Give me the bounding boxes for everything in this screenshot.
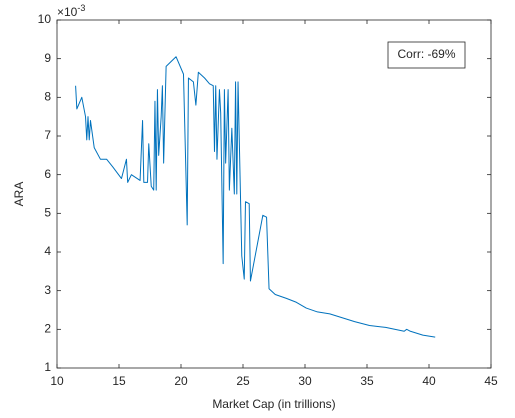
y-tick-label: 3 xyxy=(44,283,51,297)
plot-frame xyxy=(56,19,492,369)
x-tick-label: 30 xyxy=(298,374,312,388)
x-axis-label: Market Cap (in trillions) xyxy=(212,397,335,411)
x-tick-label: 40 xyxy=(422,374,436,388)
x-tick-label: 10 xyxy=(50,374,64,388)
annotation-box xyxy=(387,41,466,69)
y-tick-label: 7 xyxy=(44,128,51,142)
y-tick-label: 5 xyxy=(44,206,51,220)
y-multiplier-exponent: -3 xyxy=(77,3,85,13)
x-tick-label: 35 xyxy=(360,374,374,388)
y-tick-label: 10 xyxy=(38,12,52,26)
x-tick-label: 15 xyxy=(112,374,126,388)
y-multiplier: ×10-3 xyxy=(57,3,85,19)
y-tick-label: 2 xyxy=(44,322,51,336)
data-line xyxy=(75,56,436,338)
y-tick-label: 9 xyxy=(44,51,51,65)
y-tick-label: 1 xyxy=(44,360,51,374)
x-tick-label: 45 xyxy=(484,374,498,388)
y-tick-label: 8 xyxy=(44,90,51,104)
y-multiplier-base: ×10 xyxy=(57,5,78,19)
y-axis-label: ARA xyxy=(12,182,26,207)
x-tick-label: 20 xyxy=(174,374,188,388)
y-tick-label: 6 xyxy=(44,167,51,181)
y-tick-label: 4 xyxy=(44,244,51,258)
x-tick-label: 25 xyxy=(236,374,250,388)
annotation: Corr: -69% xyxy=(397,47,455,61)
